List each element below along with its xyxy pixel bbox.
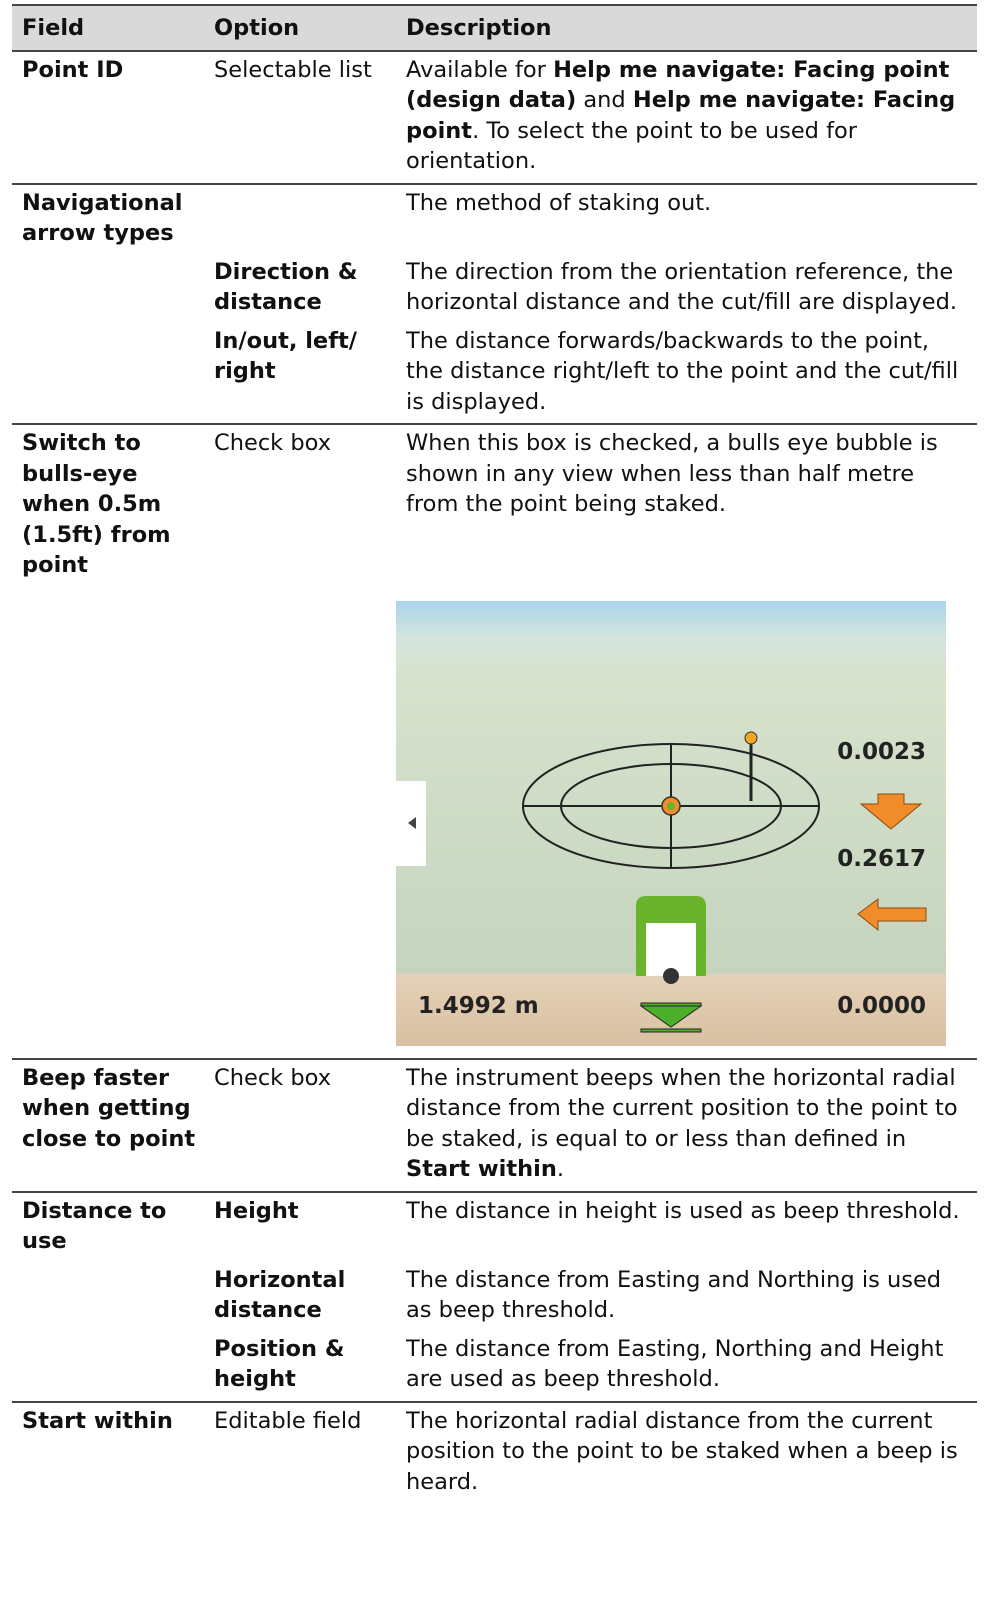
description-cell: The direction from the orientation refer… (396, 255, 977, 324)
pole-top (744, 731, 758, 744)
option-cell (204, 182, 396, 255)
description-cell: The horizontal radial distance from the … (396, 1400, 977, 1503)
down-arrow (859, 793, 923, 830)
description-text: The distance from Easting, Northing and … (406, 1335, 944, 1393)
table-row: Navigational arrow types The method of st… (12, 182, 977, 255)
target-center (667, 801, 675, 810)
header-cell: Description (396, 4, 977, 52)
description-text: . To select the point to be used for ori… (406, 117, 858, 175)
description-cell: The distance forwards/backwards to the p… (396, 324, 977, 425)
description-text: The distance forwards/backwards to the p… (406, 327, 959, 415)
option-cell: Horizontal distance (214, 1266, 346, 1324)
readout: 1.4992 m (418, 993, 539, 1019)
option-cell: Selectable list (204, 49, 396, 184)
field-cell: Distance to use (12, 1190, 204, 1263)
description-cell: Available for Help me navigate: Facing p… (396, 49, 977, 184)
header-cell: Field (12, 4, 204, 52)
description-text: The horizontal radial distance from the … (406, 1407, 958, 1495)
header-cell: Option (204, 4, 396, 52)
table-row: Start within Editable field The horizontal… (12, 1400, 977, 1503)
option-cell: Check box (204, 1057, 396, 1192)
option-cell: In/out, left/ right (214, 327, 357, 385)
field-cell: Navigational arrow types (12, 182, 204, 255)
field-table: Field Option Description Point ID Selecta… (12, 4, 977, 1503)
table-row: Distance to use Height The distance in hei… (12, 1190, 977, 1263)
description-text: Start within (406, 1156, 557, 1182)
description-text: Help me navigate: Facing point (406, 87, 956, 144)
option-cell: Position & height (214, 1335, 345, 1393)
readout: 0.0023 (837, 739, 926, 765)
image-cell: 0.0023 0.2617 1.4992 m 0.0000 (396, 587, 977, 1059)
description-cell: The method of staking out. (396, 182, 977, 255)
header-row: Field Option Description (12, 4, 977, 52)
description-text: The distance in height is used as beep t… (406, 1197, 960, 1224)
description-cell: The distance in height is used as beep t… (396, 1190, 977, 1263)
description-cell: The distance from Easting, Northing and … (396, 1332, 977, 1402)
description-text: The instrument beeps when the horizontal… (406, 1064, 958, 1152)
option-cell: Check box (204, 423, 396, 587)
readout: 0.2617 (837, 846, 926, 872)
description-text: The distance from Easting and Northing i… (406, 1266, 942, 1324)
option-cell: Editable field (204, 1400, 396, 1503)
field-cell: Switch to bulls-eye when 0.5m (1.5ft) fr… (12, 423, 204, 587)
lens (663, 967, 679, 984)
description-text: . (556, 1156, 564, 1182)
field-cell (12, 1263, 204, 1332)
table-row: Horizontal distance The distance from Eas… (12, 1263, 977, 1332)
field-cell (12, 1332, 204, 1402)
field-cell: Beep faster when getting close to point (12, 1057, 204, 1192)
table-row: Switch to bulls-eye when 0.5m (1.5ft) fr… (12, 423, 977, 587)
table-row: In/out, left/ right The distance forwards… (12, 324, 977, 425)
tab-arrow (408, 816, 416, 829)
table-row: Beep faster when getting close to point C… (12, 1057, 977, 1192)
tripod (639, 1002, 703, 1032)
table-row: Point ID Selectable list Available for Hel… (12, 49, 977, 184)
description-text: When this box is checked, a bulls eye bu… (406, 430, 938, 517)
bulls-eye-screenshot: 0.0023 0.2617 1.4992 m 0.0000 (396, 600, 946, 1046)
description-text: The direction from the orientation refer… (406, 258, 957, 316)
description-cell: When this box is checked, a bulls eye bu… (396, 423, 977, 587)
image-row: 0.0023 0.2617 1.4992 m 0.0000 (12, 587, 977, 1059)
option-cell: Height (204, 1190, 396, 1263)
description-text: and (576, 87, 633, 113)
field-cell: Start within (12, 1400, 204, 1503)
description-text: Help me navigate: Facing point (design d… (406, 56, 950, 114)
description-cell: The instrument beeps when the horizontal… (396, 1057, 977, 1192)
description-cell: The distance from Easting and Northing i… (396, 1263, 977, 1332)
field-cell (12, 255, 204, 324)
field-cell (12, 324, 204, 425)
option-cell: Direction & distance (214, 258, 358, 316)
description-text: The method of staking out. (406, 189, 712, 216)
instrument-face (646, 922, 696, 976)
table-row: Direction & distance The direction from t… (12, 255, 977, 324)
field-cell: Point ID (12, 49, 204, 184)
readout: 0.0000 (837, 993, 926, 1019)
table-row: Position & height The distance from Easti… (12, 1332, 977, 1402)
option-cell (204, 587, 396, 1059)
table-body: Point ID Selectable list Available for Hel… (12, 49, 977, 1503)
left-arrow (857, 897, 927, 931)
field-cell (12, 587, 204, 1059)
description-text: Available for (406, 56, 554, 83)
